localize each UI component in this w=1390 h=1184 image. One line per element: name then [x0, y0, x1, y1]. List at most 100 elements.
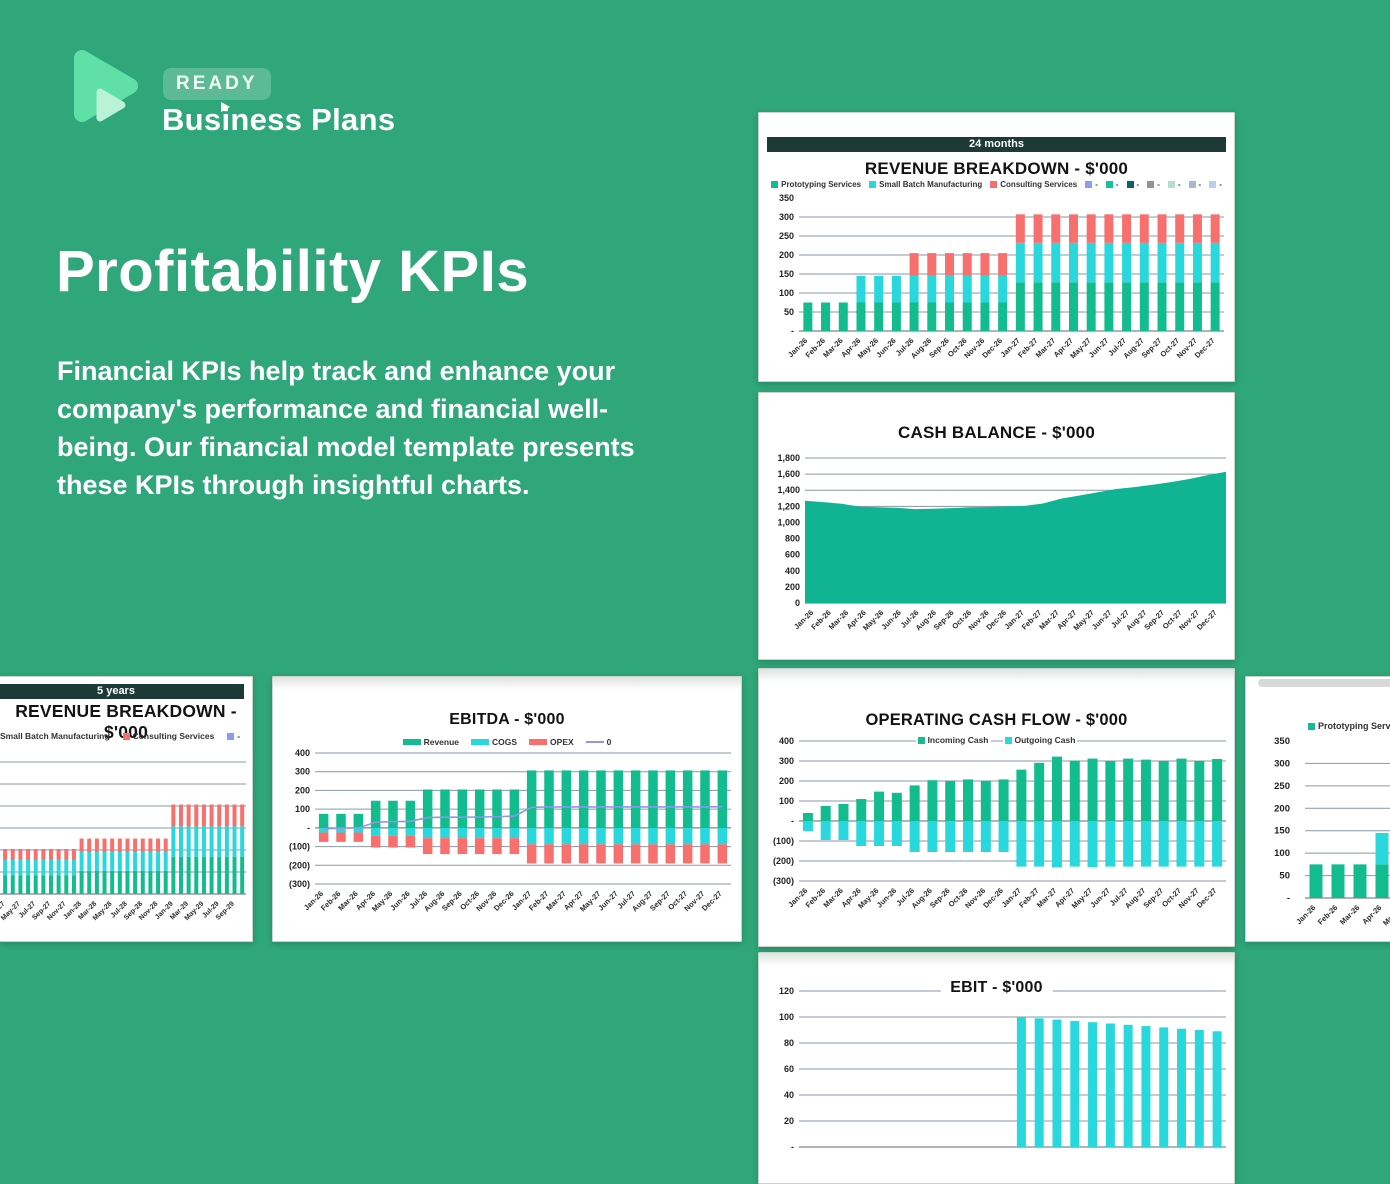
chart-card-cash-balance: CASH BALANCE - $'000 1,800 1,600 1,400 1,20… [758, 392, 1235, 660]
legend-label: Small Batch Manufacturing [0, 731, 110, 741]
legend-item: - [1085, 180, 1098, 189]
svg-text:-: - [791, 816, 794, 826]
legend-label: - [1219, 180, 1222, 189]
legend-item: 0 [585, 737, 612, 747]
svg-text:60: 60 [784, 1064, 794, 1074]
svg-text:400: 400 [295, 748, 310, 758]
legend-item: OPEX [529, 737, 574, 747]
chart-card-revenue-breakdown-5y: 5 years REVENUE BREAKDOWN - $'000 Small … [0, 676, 253, 942]
legend-swatch-icon [1188, 181, 1196, 188]
legend-swatch-icon [227, 732, 235, 740]
svg-text:Sep-27: Sep-27 [1140, 336, 1164, 360]
legend-swatch-icon [917, 736, 925, 744]
slide-background: { "page": { "background": "#2fa77a", "ac… [0, 50, 1390, 1184]
svg-text:1,600: 1,600 [777, 469, 800, 479]
svg-text:Jun-26: Jun-26 [875, 886, 898, 909]
chart-title-revenue-5y: REVENUE BREAKDOWN - $'000 [15, 701, 237, 742]
chart-legend-ebitda: Revenue COGS OPEX 0 [273, 737, 741, 747]
legend-label: - [237, 731, 241, 741]
svg-text:(300): (300) [289, 879, 310, 889]
svg-text:1,800: 1,800 [777, 453, 800, 463]
legend-item: Small Batch Manufacturing [869, 180, 982, 189]
svg-text:200: 200 [779, 250, 794, 260]
chart-plot-revenue-24m: 350 300 250 200 150 100 50- Jan-26 Feb-26 Mar-26 A… [765, 191, 1228, 377]
chart-card-ebitda: EBITDA - $'000 Revenue COGS OPEX 0 400 300 20… [272, 676, 742, 942]
chart-legend-revenue-24m: Prototyping Services Small Batch Manufact… [759, 180, 1234, 189]
svg-text:200: 200 [295, 785, 310, 795]
ready-badge: READY [163, 68, 271, 100]
svg-text:350: 350 [779, 193, 794, 203]
chart-canvas: 400300200100-(100)(200)(300)Jan-26Feb-26… [289, 748, 731, 913]
svg-text:200: 200 [1274, 803, 1290, 814]
svg-text:Dec-26: Dec-26 [980, 336, 1004, 360]
svg-text:-: - [791, 326, 794, 336]
legend-label: - [1157, 180, 1160, 189]
legend-label: - [1198, 180, 1202, 189]
brand-name: Business Plans [162, 102, 396, 137]
legend-swatch-icon [771, 181, 779, 188]
chart-canvas: 120 100 80 60 40 20 - [779, 986, 1226, 1152]
svg-text:May-26: May-26 [1381, 903, 1390, 927]
svg-text:Jan-26: Jan-26 [1294, 903, 1317, 926]
svg-text:Jun-26: Jun-26 [388, 889, 411, 912]
svg-text:300: 300 [779, 756, 794, 766]
legend-swatch-icon [1209, 181, 1217, 188]
chart-legend-ocf: Incoming Cash Outgoing Cash [759, 735, 1234, 745]
svg-text:300: 300 [295, 767, 310, 777]
svg-text:300: 300 [1274, 758, 1290, 769]
svg-text:400: 400 [785, 566, 800, 576]
legend-label: Small Batch Manufacturing [879, 180, 983, 189]
chart-title-ocf: OPERATING CASH FLOW - $'000 [865, 711, 1128, 729]
svg-text:50: 50 [1279, 871, 1290, 882]
legend-swatch-icon [1167, 181, 1175, 188]
legend-item: - [1167, 180, 1181, 189]
period-band-24-months: 24 months [767, 137, 1226, 152]
legend-item: Consulting Services [990, 180, 1077, 189]
legend-item: Prototyping Services [771, 180, 861, 189]
chart-title-ebit: EBIT - $'000 [940, 979, 1053, 997]
legend-label: Consulting Services [132, 731, 215, 741]
chart-card-revenue-breakdown-24m: 24 months REVENUE BREAKDOWN - $'000 Prot… [758, 112, 1235, 382]
svg-text:50: 50 [784, 307, 794, 317]
svg-text:(100): (100) [289, 842, 310, 852]
svg-text:(200): (200) [289, 860, 310, 870]
page-description: Financial KPIs help track and enhance yo… [57, 356, 635, 500]
legend-item: - [227, 731, 240, 741]
legend-swatch-icon [585, 741, 604, 743]
svg-text:150: 150 [1274, 826, 1290, 837]
svg-text:Dec-27: Dec-27 [1193, 336, 1217, 360]
legend-item: Small Batch Manufacturing [0, 731, 110, 741]
legend-swatch-icon [1308, 722, 1315, 730]
chart-plot-ocf: 400 300 200 100- (100) (200) (300) Jan-26 Feb-26… [765, 729, 1228, 946]
svg-text:250: 250 [779, 231, 794, 241]
legend-label: - [1115, 180, 1119, 189]
chart-title-cash-balance: CASH BALANCE - $'000 [898, 423, 1095, 442]
svg-text:350: 350 [1274, 737, 1290, 747]
chart-title-ebitda: EBITDA - $'000 [449, 711, 565, 728]
svg-text:Dec-27: Dec-27 [1195, 886, 1219, 910]
svg-text:1,400: 1,400 [777, 485, 800, 495]
svg-text:Dec-26: Dec-26 [981, 886, 1005, 910]
svg-text:Jun-26: Jun-26 [879, 608, 902, 631]
svg-text:0: 0 [795, 598, 800, 608]
svg-text:100: 100 [779, 288, 794, 298]
legend-swatch-icon [471, 739, 490, 745]
svg-text:Jun-27: Jun-27 [596, 889, 619, 912]
svg-text:100: 100 [779, 796, 794, 806]
svg-text:Sep-27: Sep-27 [1141, 886, 1165, 910]
legend-label: 0 [606, 737, 612, 747]
chart-plot-cash-balance: 1,800 1,600 1,400 1,200 1,000 800 600 400 200 0 Ja… [765, 443, 1228, 655]
legend-swatch-icon [869, 181, 877, 188]
chart-canvas: 1,8001,6001,4001,2001,0008006004002000Ja… [777, 453, 1226, 632]
chart-plot-revenue-5y: Mar-27 May-27 Jul-27 Sep-27 Nov-27 Jan-28 Mar-… [0, 747, 252, 941]
svg-text:Dec-27: Dec-27 [1195, 608, 1219, 632]
svg-text:100: 100 [1274, 848, 1290, 859]
svg-text:(100): (100) [773, 836, 794, 846]
legend-swatch-icon [122, 732, 130, 740]
legend-swatch-icon [990, 181, 998, 188]
svg-text:Sep-26: Sep-26 [927, 336, 951, 360]
legend-swatch-icon [1004, 736, 1012, 744]
svg-text:Jun-26: Jun-26 [874, 336, 897, 359]
svg-text:Sep-27: Sep-27 [1142, 608, 1166, 632]
